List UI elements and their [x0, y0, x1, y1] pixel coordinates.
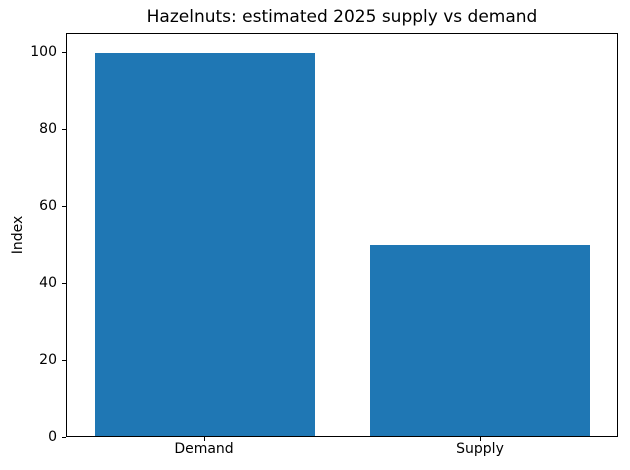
- x-tick-mark: [479, 437, 481, 441]
- y-tick-label: 60: [39, 198, 57, 215]
- y-tick-mark: [62, 436, 66, 438]
- y-tick-label: 20: [39, 352, 57, 369]
- plot-area: [66, 33, 618, 437]
- chart-title: Hazelnuts: estimated 2025 supply vs dema…: [146, 7, 538, 27]
- bar-demand: [94, 53, 315, 436]
- y-tick-mark: [62, 359, 66, 361]
- x-tick-label-demand: Demand: [174, 441, 234, 457]
- y-tick-mark: [62, 51, 66, 53]
- y-tick-mark: [62, 128, 66, 130]
- x-tick-label-supply: Supply: [456, 441, 504, 457]
- y-tick-label: 40: [39, 275, 57, 292]
- y-tick-label: 80: [39, 121, 57, 138]
- y-axis-label-text: Index: [10, 215, 26, 255]
- bar-supply: [369, 244, 590, 436]
- y-tick-mark: [62, 205, 66, 207]
- y-tick-label: 0: [48, 429, 57, 445]
- y-tick-label: 100: [30, 44, 57, 61]
- x-tick-mark: [203, 437, 205, 441]
- y-tick-mark: [62, 282, 66, 284]
